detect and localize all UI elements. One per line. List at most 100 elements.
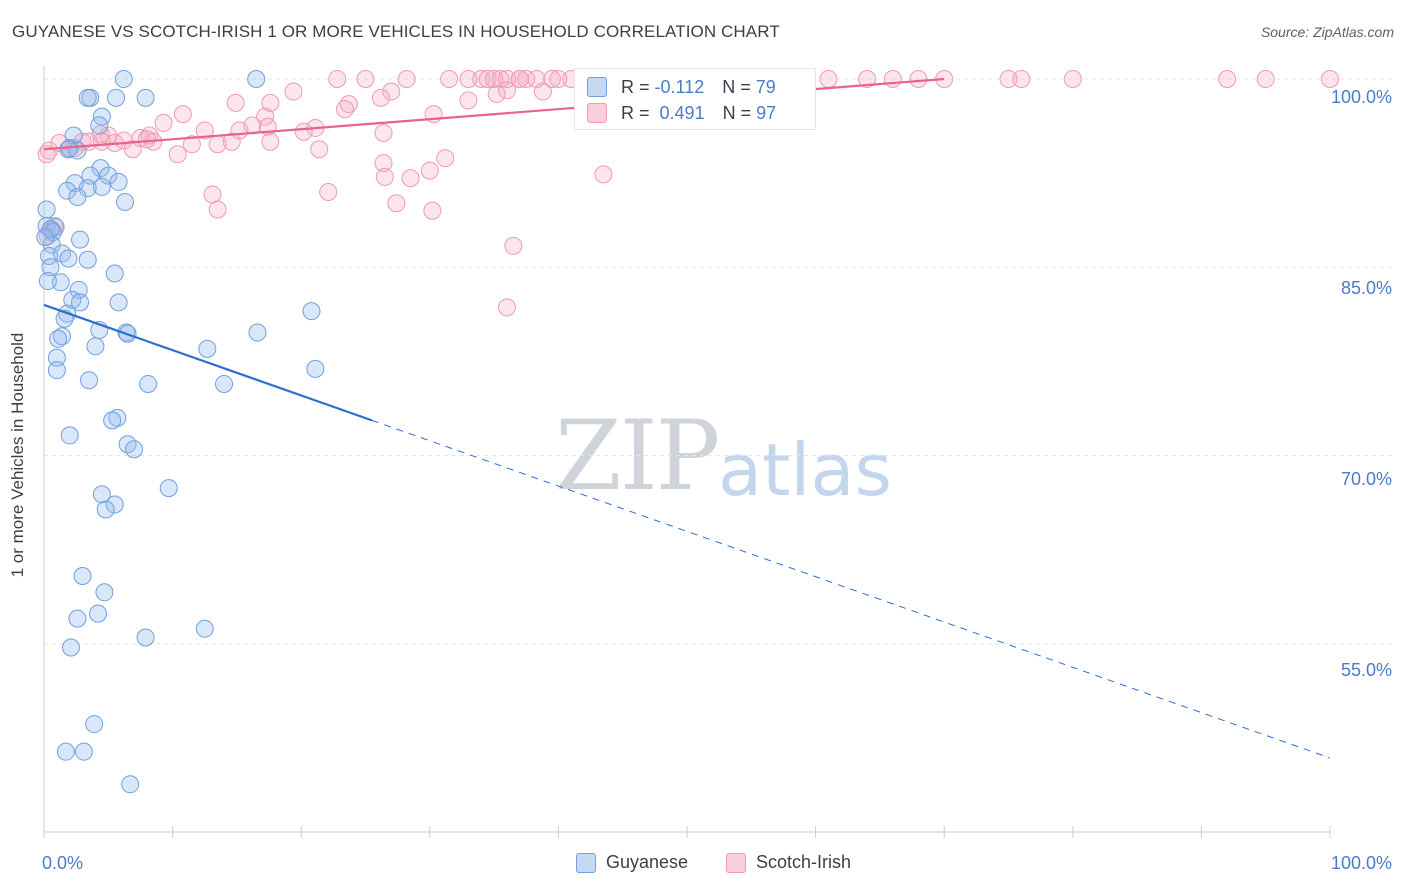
scotch-irish-point: [487, 85, 506, 104]
scotch-irish-point: [858, 70, 877, 88]
legend-item-guyanese[interactable]: Guyanese: [576, 852, 688, 873]
scotch-irish-point: [173, 105, 192, 124]
guyanese-point: [68, 609, 87, 628]
scotch-irish-point: [261, 93, 280, 112]
guyanese-point: [108, 408, 127, 427]
scotch-irish-point: [374, 154, 393, 173]
scotch-irish-point: [549, 70, 568, 88]
guyanese-points: [36, 70, 325, 794]
guyanese-point: [74, 742, 93, 761]
scotch-irish-point: [310, 140, 329, 159]
guyanese-point: [47, 361, 66, 380]
scotch-irish-point: [40, 141, 59, 160]
guyanese-point: [73, 566, 92, 585]
scotch-irish-point: [485, 70, 504, 88]
guyanese-point: [109, 172, 128, 191]
gridlines: [44, 78, 1392, 645]
guyanese-point: [47, 348, 66, 367]
chart-title: GUYANESE VS SCOTCH-IRISH 1 OR MORE VEHIC…: [12, 22, 780, 41]
scotch-irish-point: [387, 194, 406, 213]
legend-label-scotch-irish: Scotch-Irish: [756, 852, 852, 872]
scotch-irish-point: [459, 70, 478, 88]
guyanese-point: [59, 249, 78, 268]
guyanese-point: [105, 495, 124, 514]
scotch-irish-point: [1321, 70, 1339, 88]
scotch-irish-point: [459, 91, 478, 110]
scotch-irish-point: [594, 165, 613, 184]
stats-legend: R = -0.112 N = 79 R = 0.491 N = 97: [574, 68, 816, 130]
guyanese-point: [71, 230, 90, 249]
scotch-irish-point: [319, 182, 338, 201]
scotch-irish-point: [999, 70, 1018, 88]
scotch-irish-point: [1063, 70, 1082, 88]
scotch-irish-point: [504, 236, 523, 255]
guyanese-point: [248, 323, 267, 342]
legend-item-scotch-irish[interactable]: Scotch-Irish: [726, 852, 851, 873]
guyanese-trend-line: [43, 303, 373, 422]
guyanese-point: [215, 374, 234, 393]
guyanese-point: [68, 187, 87, 206]
guyanese-point: [198, 339, 217, 358]
guyanese-point: [92, 485, 111, 504]
scotch-irish-point: [497, 298, 516, 317]
scotch-irish-point: [517, 70, 536, 88]
scotch-irish-r-value: 0.491: [659, 102, 705, 123]
x-tick-label-max: 100.0%: [1330, 853, 1392, 873]
guyanese-point: [195, 619, 214, 638]
scotch-irish-n-value: 97: [756, 102, 777, 123]
scotch-irish-point: [222, 132, 241, 151]
scotch-irish-point: [195, 121, 214, 140]
guyanese-point: [99, 166, 118, 185]
guyanese-point: [56, 742, 75, 761]
guyanese-point: [139, 374, 158, 393]
guyanese-point: [247, 70, 266, 88]
scotch-irish-point: [261, 132, 280, 151]
guyanese-point: [302, 302, 321, 321]
scotch-irish-point: [436, 149, 455, 168]
guyanese-point: [71, 293, 90, 312]
scotch-irish-point: [335, 100, 354, 119]
guyanese-point: [117, 323, 136, 342]
scotch-irish-point: [294, 122, 313, 141]
scotch-irish-point: [533, 82, 552, 101]
guyanese-point: [107, 88, 126, 107]
guyanese-point: [159, 479, 178, 498]
legend-label-guyanese: Guyanese: [606, 852, 689, 872]
scotch-irish-point: [819, 70, 838, 88]
scotch-irish-point: [401, 169, 420, 188]
scotch-irish-point: [1256, 70, 1275, 88]
scotch-irish-point: [374, 123, 393, 142]
guyanese-point: [37, 200, 56, 219]
scotch-irish-point: [478, 70, 497, 88]
guyanese-point: [114, 70, 133, 88]
scotch-irish-point: [328, 70, 347, 88]
stats-row-guyanese: R = -0.112 N = 79: [587, 76, 776, 98]
guyanese-swatch: [587, 77, 607, 97]
y-tick-label: 85.0%: [1340, 278, 1392, 298]
r-label: R =: [621, 102, 650, 123]
scotch-irish-point: [375, 167, 394, 186]
y-tick-label: 55.0%: [1340, 660, 1392, 680]
scotch-irish-point: [123, 140, 142, 159]
guyanese-point: [78, 88, 97, 107]
guyanese-point: [95, 583, 114, 602]
guyanese-point: [41, 258, 60, 277]
guyanese-point: [86, 337, 105, 356]
scotch-irish-point: [382, 82, 401, 101]
scotch-irish-point: [1218, 70, 1237, 88]
scotch-irish-point: [472, 70, 491, 88]
guyanese-point: [85, 715, 104, 734]
guyanese-point: [62, 638, 81, 657]
scotch-irish-point: [154, 113, 173, 132]
guyanese-point: [91, 159, 110, 178]
guyanese-point: [89, 604, 108, 623]
guyanese-point: [103, 411, 122, 430]
scotch-irish-point: [208, 200, 227, 219]
scotch-irish-point: [883, 70, 902, 88]
trend-lines: [43, 77, 1331, 759]
y-tick-label: 70.0%: [1340, 469, 1392, 489]
guyanese-point: [68, 141, 87, 160]
guyanese-point: [58, 181, 77, 200]
guyanese-point: [125, 440, 144, 459]
